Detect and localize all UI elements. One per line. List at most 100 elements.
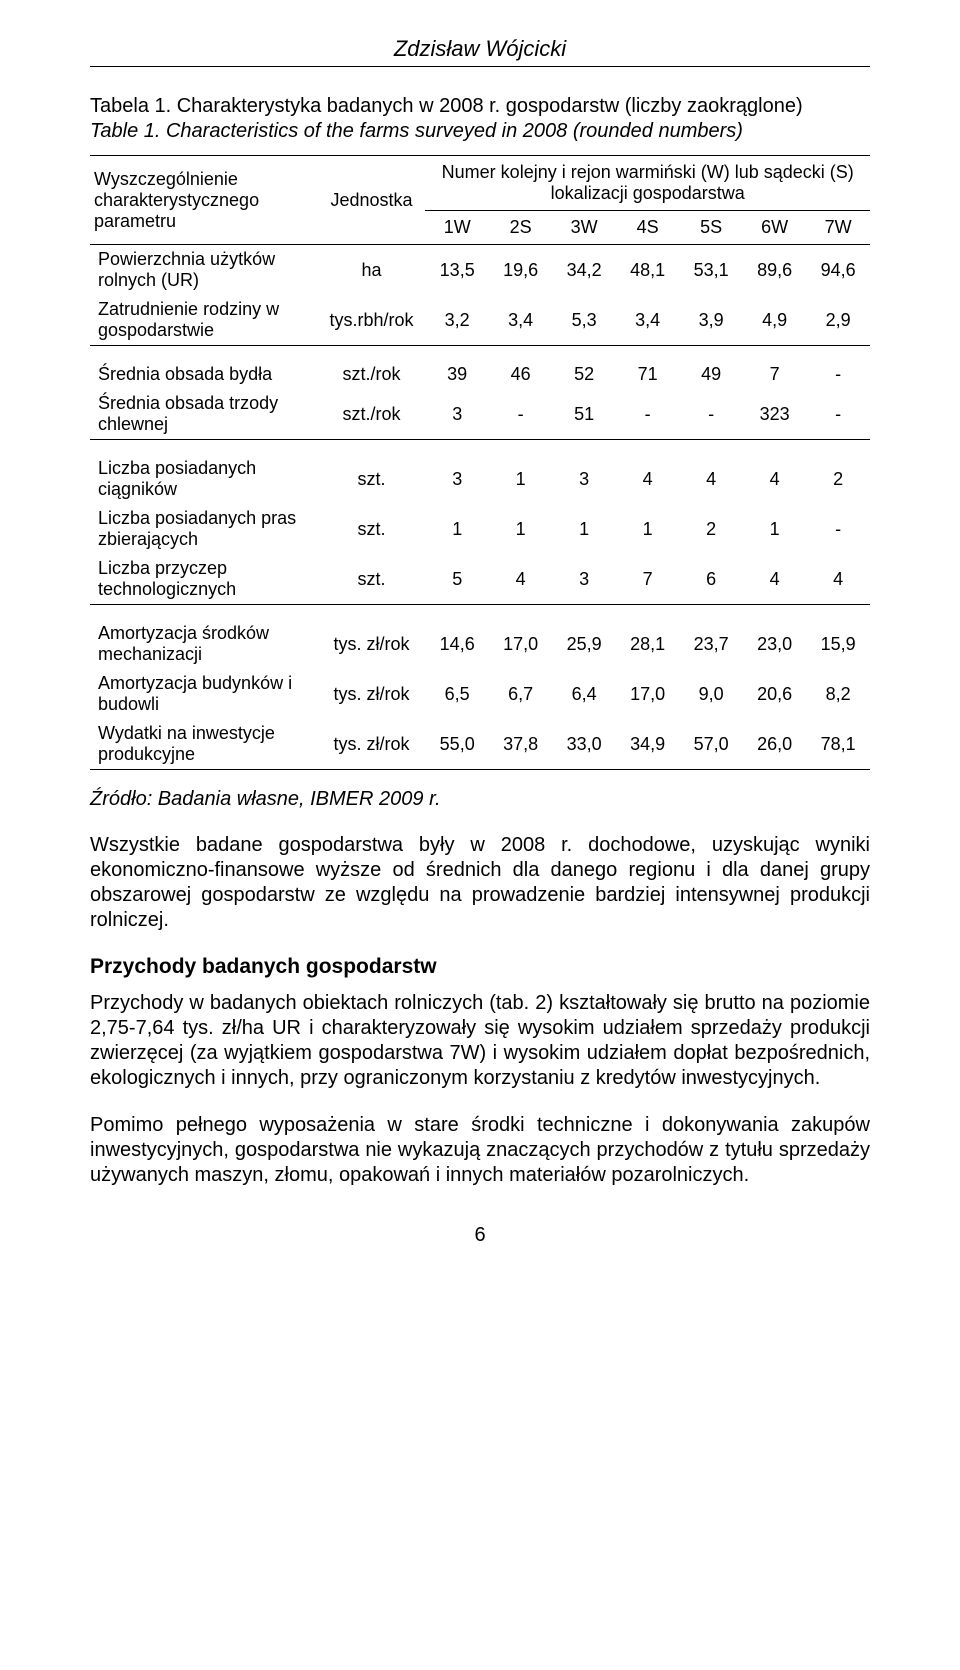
cell: 323: [743, 389, 806, 440]
cell: 7: [616, 554, 679, 605]
cell: 23,0: [743, 605, 806, 670]
cell: 5: [425, 554, 488, 605]
cell: 34,2: [552, 245, 615, 296]
row-label: Średnia obsada trzody chlewnej: [90, 389, 318, 440]
cell: 5,3: [552, 295, 615, 346]
cell: 3: [425, 440, 488, 505]
table-row: Średnia obsada trzody chlewnejszt./rok3-…: [90, 389, 870, 440]
corner-header: Wyszczególnienie charakterystycznego par…: [90, 156, 318, 245]
author-header: Zdzisław Wójcicki: [90, 36, 870, 67]
table-row: Liczba posiadanych ciągnikówszt.3134442: [90, 440, 870, 505]
cell: 46: [489, 346, 552, 390]
cell: 26,0: [743, 719, 806, 770]
row-unit: tys.rbh/rok: [318, 295, 426, 346]
cell: 78,1: [806, 719, 870, 770]
cell: 1: [425, 504, 488, 554]
row-unit: tys. zł/rok: [318, 605, 426, 670]
cell: 4: [489, 554, 552, 605]
col-head: 2S: [489, 211, 552, 245]
cell: 53,1: [679, 245, 742, 296]
cell: 9,0: [679, 669, 742, 719]
row-unit: szt.: [318, 504, 426, 554]
cell: 3,2: [425, 295, 488, 346]
row-label: Amortyzacja środków mechanizacji: [90, 605, 318, 670]
row-label: Wydatki na inwestycje produkcyjne: [90, 719, 318, 770]
row-unit: szt.: [318, 440, 426, 505]
row-label: Średnia obsada bydła: [90, 346, 318, 390]
section-heading: Przychody badanych gospodarstw: [90, 955, 870, 979]
cell: 3: [552, 554, 615, 605]
table-source: Źródło: Badania własne, IBMER 2009 r.: [90, 788, 870, 811]
cell: 13,5: [425, 245, 488, 296]
col-head: 5S: [679, 211, 742, 245]
cell: 94,6: [806, 245, 870, 296]
cell: 4,9: [743, 295, 806, 346]
page-number: 6: [90, 1224, 870, 1247]
cell: 14,6: [425, 605, 488, 670]
cell: -: [489, 389, 552, 440]
cell: 17,0: [616, 669, 679, 719]
cell: 1: [489, 504, 552, 554]
table-row: Zatrudnienie rodziny w gospodarstwietys.…: [90, 295, 870, 346]
cell: 4: [806, 554, 870, 605]
cell: 1: [552, 504, 615, 554]
cell: 55,0: [425, 719, 488, 770]
row-label: Amortyzacja budynków i budowli: [90, 669, 318, 719]
table-row: Amortyzacja środków mechanizacjitys. zł/…: [90, 605, 870, 670]
table-row: Liczba przyczep technologicznychszt.5437…: [90, 554, 870, 605]
cell: 4: [743, 440, 806, 505]
cell: 6: [679, 554, 742, 605]
paragraph: Przychody w badanych obiektach rolniczyc…: [90, 991, 870, 1091]
cell: 1: [743, 504, 806, 554]
cell: 19,6: [489, 245, 552, 296]
cell: -: [616, 389, 679, 440]
row-unit: szt./rok: [318, 346, 426, 390]
row-unit: szt.: [318, 554, 426, 605]
cell: 48,1: [616, 245, 679, 296]
cell: 71: [616, 346, 679, 390]
cell: 37,8: [489, 719, 552, 770]
table-row: Wydatki na inwestycje produkcyjnetys. zł…: [90, 719, 870, 770]
col-head: 7W: [806, 211, 870, 245]
col-head: 6W: [743, 211, 806, 245]
cell: 7: [743, 346, 806, 390]
cell: 8,2: [806, 669, 870, 719]
row-label: Liczba posiadanych ciągników: [90, 440, 318, 505]
cell: -: [806, 346, 870, 390]
col-head: 3W: [552, 211, 615, 245]
col-head: 1W: [425, 211, 488, 245]
cell: 6,4: [552, 669, 615, 719]
paragraph: Pomimo pełnego wyposażenia w stare środk…: [90, 1113, 870, 1188]
cell: 25,9: [552, 605, 615, 670]
cell: 34,9: [616, 719, 679, 770]
cell: -: [806, 504, 870, 554]
group-header: Numer kolejny i rejon warmiński (W) lub …: [425, 156, 870, 211]
table-row: Średnia obsada bydłaszt./rok39465271497-: [90, 346, 870, 390]
cell: 49: [679, 346, 742, 390]
main-table: Wyszczególnienie charakterystycznego par…: [90, 155, 870, 770]
cell: 2,9: [806, 295, 870, 346]
row-label: Liczba przyczep technologicznych: [90, 554, 318, 605]
cell: 3: [552, 440, 615, 505]
row-label: Powierzchnia użytków rolnych (UR): [90, 245, 318, 296]
cell: 57,0: [679, 719, 742, 770]
row-unit: tys. zł/rok: [318, 719, 426, 770]
cell: 15,9: [806, 605, 870, 670]
cell: 4: [679, 440, 742, 505]
cell: 4: [616, 440, 679, 505]
cell: 23,7: [679, 605, 742, 670]
cell: -: [806, 389, 870, 440]
page: Zdzisław Wójcicki Tabela 1. Charakteryst…: [0, 0, 960, 1670]
cell: 6,7: [489, 669, 552, 719]
cell: 3,9: [679, 295, 742, 346]
cell: 89,6: [743, 245, 806, 296]
cell: 6,5: [425, 669, 488, 719]
cell: 52: [552, 346, 615, 390]
table-row: Powierzchnia użytków rolnych (UR)ha13,51…: [90, 245, 870, 296]
cell: 17,0: [489, 605, 552, 670]
cell: 3,4: [489, 295, 552, 346]
cell: 2: [806, 440, 870, 505]
cell: 4: [743, 554, 806, 605]
cell: 1: [616, 504, 679, 554]
col-head: 4S: [616, 211, 679, 245]
